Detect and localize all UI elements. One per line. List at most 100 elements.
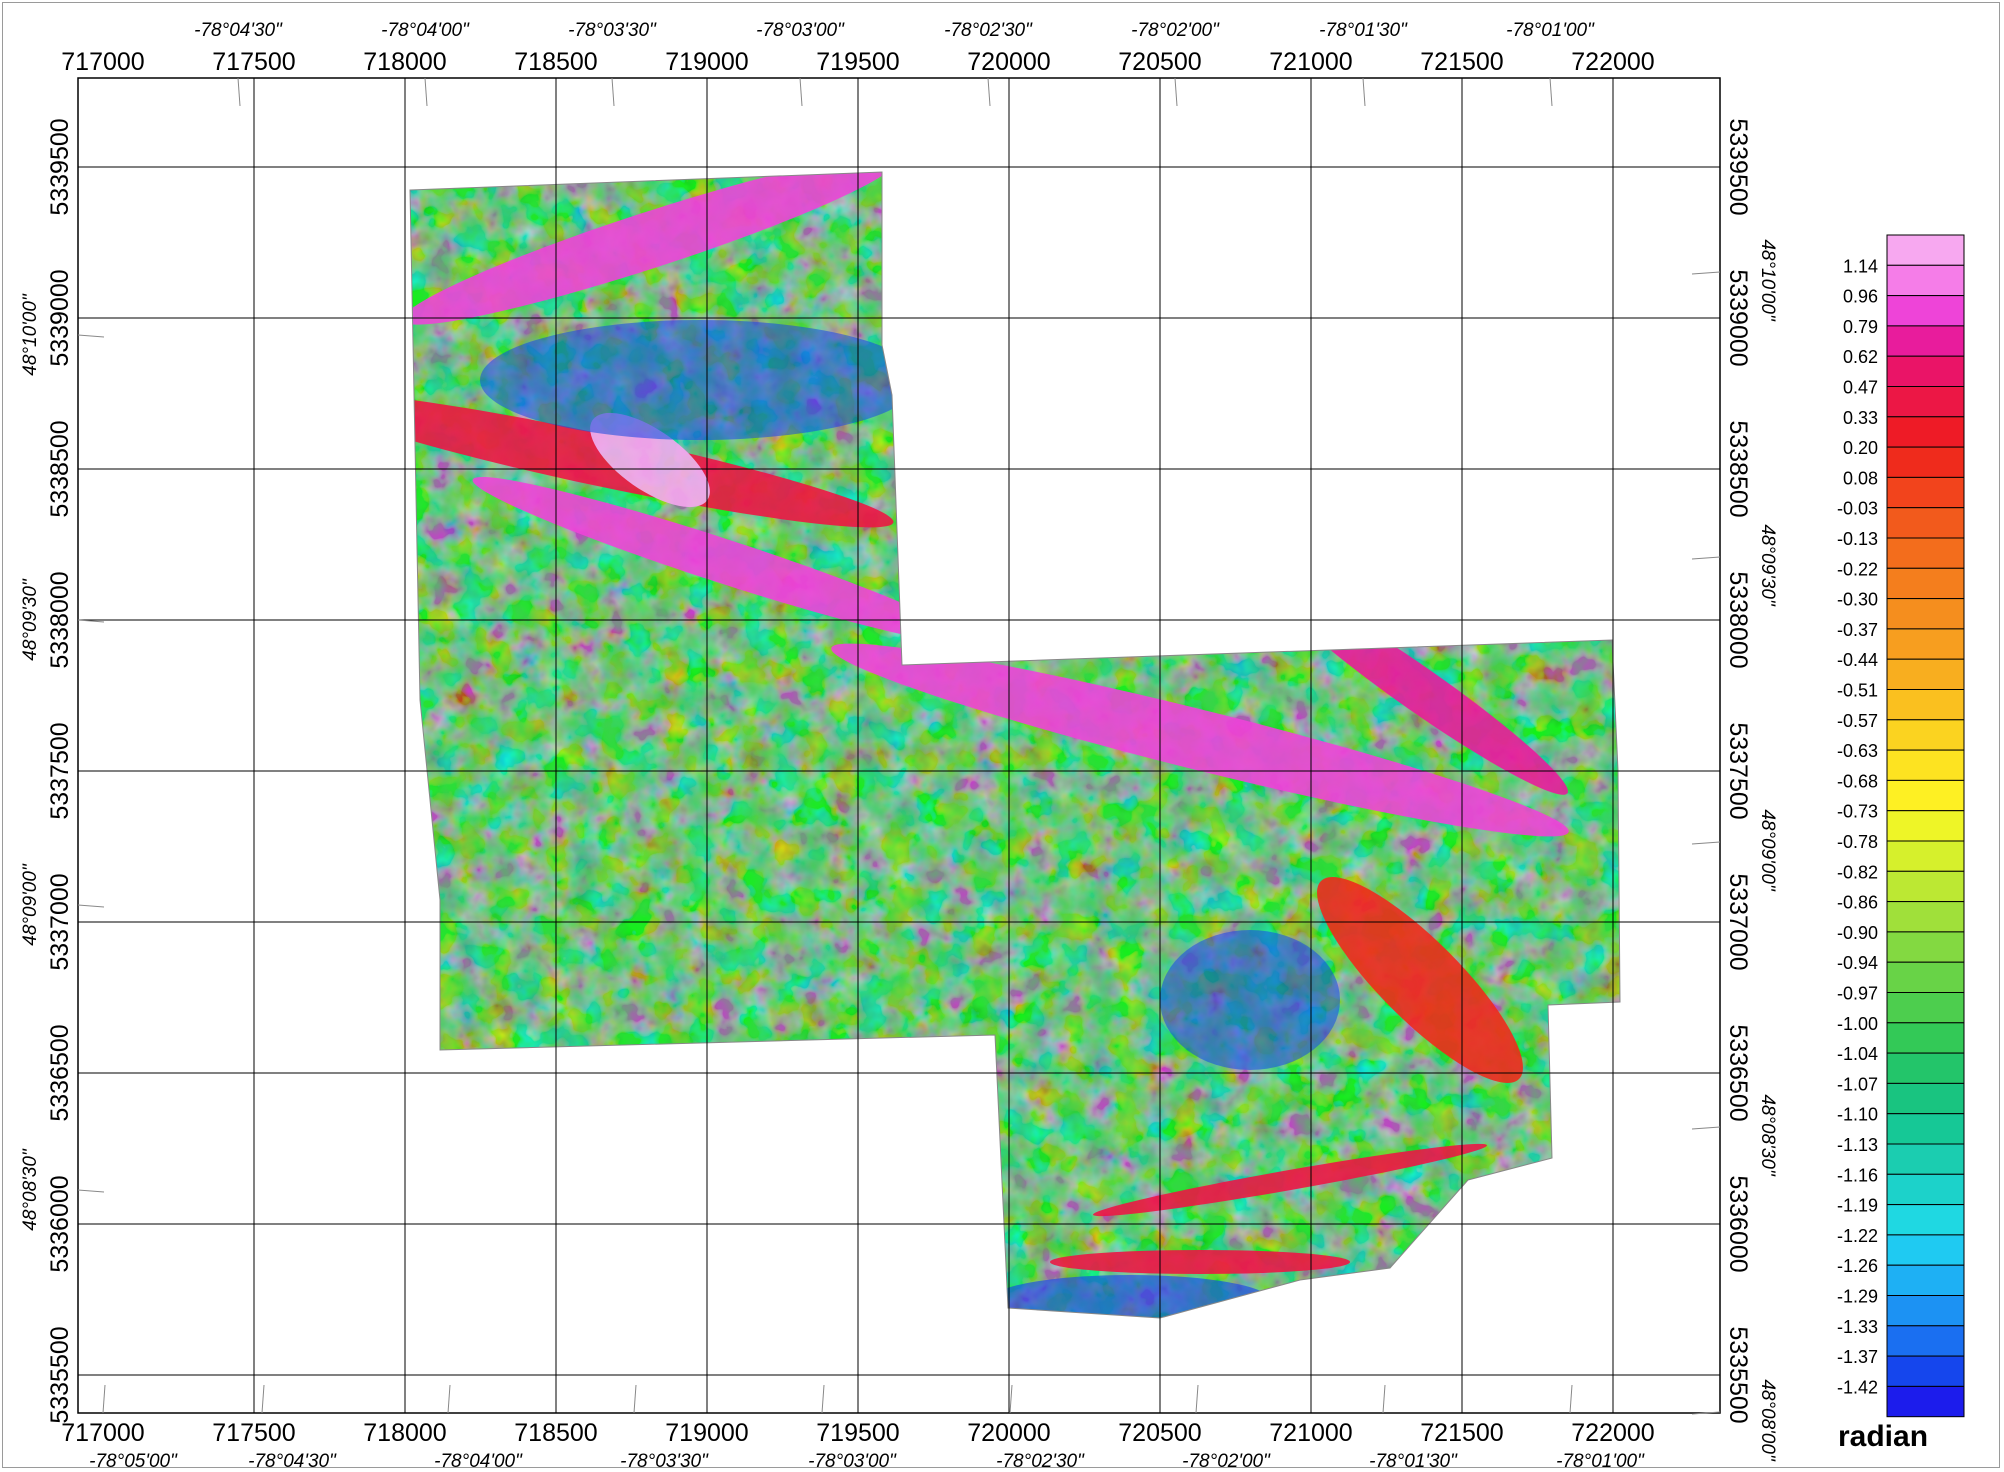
legend-swatch (1886, 1173, 1965, 1206)
latitude-tick-left (77, 904, 105, 908)
easting-label-bottom: 718500 (514, 1419, 597, 1447)
easting-label-bottom: 717500 (212, 1419, 295, 1447)
color-legend: 1.14 0.96 0.79 0.62 0.47 0.33 0.20 0.08 -0.03 -0.… (1837, 234, 1965, 1418)
legend-value: -0.97 (1837, 984, 1878, 1004)
longitude-tick-top (799, 77, 803, 107)
legend-value: 0.62 (1843, 347, 1878, 367)
easting-label-bottom: 721000 (1269, 1419, 1352, 1447)
easting-label-bottom: 717000 (61, 1419, 144, 1447)
legend-value: -0.44 (1837, 650, 1878, 670)
latitude-tick-right (1691, 1411, 1721, 1415)
legend-swatch (1886, 719, 1965, 751)
legend-value: -1.42 (1837, 1377, 1878, 1397)
easting-label-top: 722000 (1571, 48, 1654, 76)
legend-swatch (1886, 476, 1965, 509)
legend-value: -0.03 (1837, 499, 1878, 519)
latitude-tick-left (77, 1189, 105, 1193)
legend-value: -1.19 (1837, 1196, 1878, 1216)
latitude-label-left: 48°08'30" (20, 1148, 41, 1231)
legend-value: -0.22 (1837, 559, 1878, 579)
northing-label-left: 5339500 (46, 118, 74, 215)
northing-label-left: 5339000 (46, 269, 74, 366)
longitude-label-top: -78°01'00" (1506, 20, 1595, 41)
easting-label-top: 721000 (1269, 48, 1352, 76)
legend-swatch (1886, 1143, 1965, 1175)
longitude-tick-bottom (1382, 1384, 1386, 1414)
legend-value: -1.29 (1837, 1287, 1878, 1307)
longitude-label-bottom: -78°03'30" (620, 1451, 709, 1472)
easting-label-bottom: 720500 (1118, 1419, 1201, 1447)
easting-label-bottom: 718000 (363, 1419, 446, 1447)
legend-swatch (1886, 1264, 1965, 1296)
legend-swatch (1886, 901, 1965, 933)
northing-label-left: 5337000 (46, 873, 74, 970)
legend-swatch (1886, 1355, 1965, 1387)
latitude-label-right: 48°08'30" (1757, 1094, 1778, 1177)
longitude-label-bottom: -78°01'30" (1369, 1451, 1458, 1472)
legend-swatch (1886, 1385, 1965, 1418)
longitude-label-bottom: -78°05'00" (89, 1451, 178, 1472)
easting-label-top: 719500 (816, 48, 899, 76)
legend-swatch (1886, 870, 1965, 903)
legend-value: -1.13 (1837, 1135, 1878, 1155)
longitude-label-bottom: -78°01'00" (1556, 1451, 1645, 1472)
legend-swatch (1886, 537, 1965, 569)
longitude-tick-top (987, 77, 991, 107)
legend-swatch (1886, 234, 1965, 266)
legend-swatch (1886, 1325, 1965, 1357)
latitude-label-right: 48°09'30" (1757, 524, 1778, 607)
legend-swatch (1886, 628, 1965, 660)
legend-swatch (1886, 1052, 1965, 1084)
latitude-label-right: 48°09'00" (1757, 809, 1778, 892)
legend-value: 1.14 (1843, 256, 1878, 276)
legend-swatch (1886, 507, 1965, 539)
legend-swatch (1886, 1113, 1965, 1145)
longitude-label-bottom: -78°04'30" (248, 1451, 337, 1472)
legend-value: -0.68 (1837, 771, 1878, 791)
legend-swatch (1886, 1234, 1965, 1266)
legend-swatch (1886, 1204, 1965, 1236)
legend-value: -1.26 (1837, 1256, 1878, 1276)
legend-swatch (1886, 689, 1965, 721)
northing-label-left: 5337500 (46, 722, 74, 819)
axis-labels: 717000 717000 717500 717500 718000 718000 7185… (20, 20, 1778, 1472)
legend-value: -0.13 (1837, 529, 1878, 549)
easting-label-bottom: 719000 (665, 1419, 748, 1447)
legend-value: -1.16 (1837, 1165, 1878, 1185)
legend-swatch (1886, 961, 1965, 994)
legend-value: -0.63 (1837, 741, 1878, 761)
longitude-tick-top (237, 77, 241, 107)
legend-value: -1.00 (1837, 1014, 1878, 1034)
longitude-tick-bottom (261, 1384, 265, 1414)
utm-grid (78, 78, 1720, 1413)
latitude-tick-right (1691, 556, 1721, 560)
legend-swatch (1886, 749, 1965, 781)
legend-swatch (1886, 992, 1965, 1024)
legend-value: -1.07 (1837, 1074, 1878, 1094)
easting-label-top: 720500 (1118, 48, 1201, 76)
easting-label-top: 717500 (212, 48, 295, 76)
longitude-tick-bottom (447, 1384, 451, 1414)
legend-value: -0.78 (1837, 832, 1878, 852)
longitude-tick-bottom (1195, 1384, 1199, 1414)
northing-label-right: 5337000 (1724, 873, 1752, 970)
legend-value: -0.90 (1837, 923, 1878, 943)
latitude-label-right: 48°10'00" (1757, 239, 1778, 322)
legend-value: -1.04 (1837, 1044, 1878, 1064)
longitude-label-top: -78°02'00" (1131, 20, 1220, 41)
legend-value: -1.37 (1837, 1347, 1878, 1367)
latitude-tick-right (1691, 271, 1721, 275)
longitude-label-top: -78°03'00" (756, 20, 845, 41)
latitude-label-left: 48°09'00" (20, 863, 41, 946)
longitude-label-top: -78°04'00" (381, 20, 470, 41)
legend-value: -1.10 (1837, 1105, 1878, 1125)
longitude-label-top: -78°02'30" (944, 20, 1033, 41)
latitude-tick-left (77, 334, 105, 338)
legend-value: -0.51 (1837, 681, 1878, 701)
easting-label-bottom: 719500 (816, 1419, 899, 1447)
latitude-tick-right (1691, 1126, 1721, 1130)
graticule-ticks (77, 77, 1721, 1415)
longitude-label-top: -78°03'30" (568, 20, 657, 41)
